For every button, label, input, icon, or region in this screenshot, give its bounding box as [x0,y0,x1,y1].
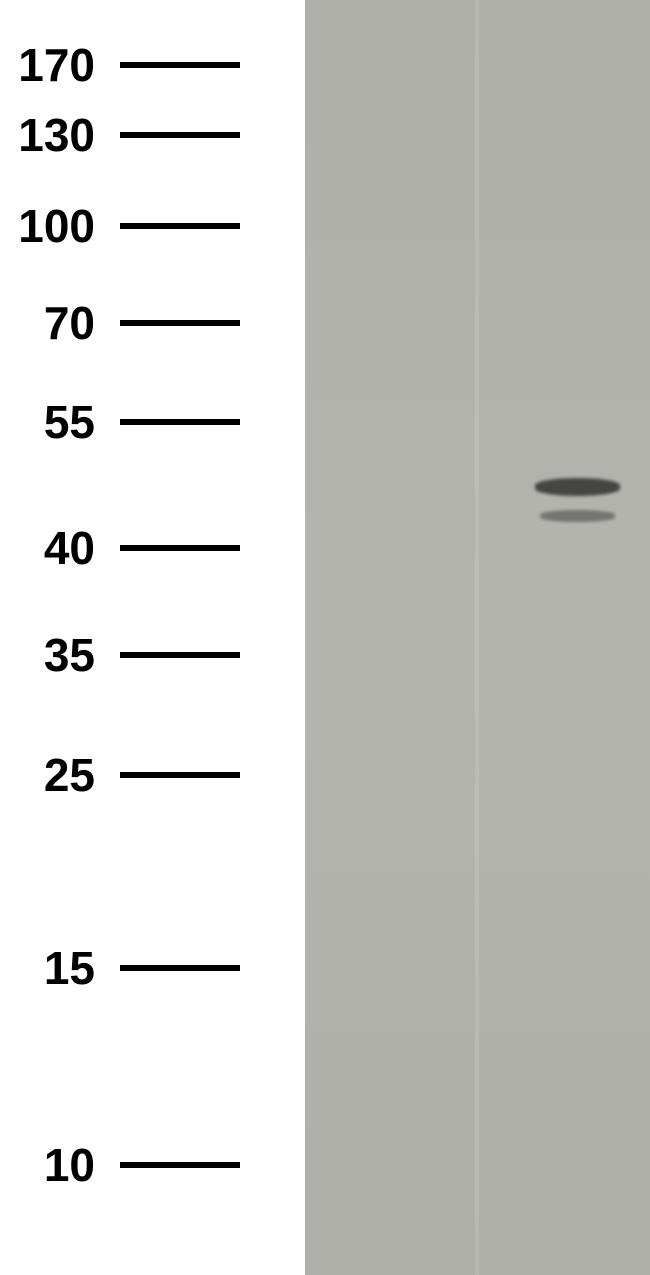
marker-label-10: 10 [0,1138,120,1192]
band-1 [540,510,615,522]
marker-tick-15 [120,965,240,971]
marker-tick-25 [120,772,240,778]
marker-row-55: 55 [0,399,300,445]
marker-label-130: 130 [0,108,120,162]
marker-tick-55 [120,419,240,425]
marker-label-55: 55 [0,395,120,449]
marker-row-10: 10 [0,1142,300,1188]
blot-panel [305,0,650,1275]
marker-row-100: 100 [0,203,300,249]
marker-tick-70 [120,320,240,326]
marker-row-35: 35 [0,632,300,678]
marker-row-170: 170 [0,42,300,88]
marker-label-100: 100 [0,199,120,253]
marker-label-25: 25 [0,748,120,802]
marker-label-70: 70 [0,296,120,350]
marker-tick-100 [120,223,240,229]
marker-row-40: 40 [0,525,300,571]
marker-row-70: 70 [0,300,300,346]
marker-tick-130 [120,132,240,138]
marker-tick-170 [120,62,240,68]
marker-tick-10 [120,1162,240,1168]
marker-row-15: 15 [0,945,300,991]
marker-tick-40 [120,545,240,551]
marker-label-35: 35 [0,628,120,682]
marker-label-170: 170 [0,38,120,92]
ladder-panel: 170 130 100 70 55 40 35 25 15 10 [0,0,300,1275]
band-0 [535,478,620,496]
marker-row-25: 25 [0,752,300,798]
marker-row-130: 130 [0,112,300,158]
marker-label-15: 15 [0,941,120,995]
blot-texture-overlay [305,0,650,1275]
marker-label-40: 40 [0,521,120,575]
marker-tick-35 [120,652,240,658]
